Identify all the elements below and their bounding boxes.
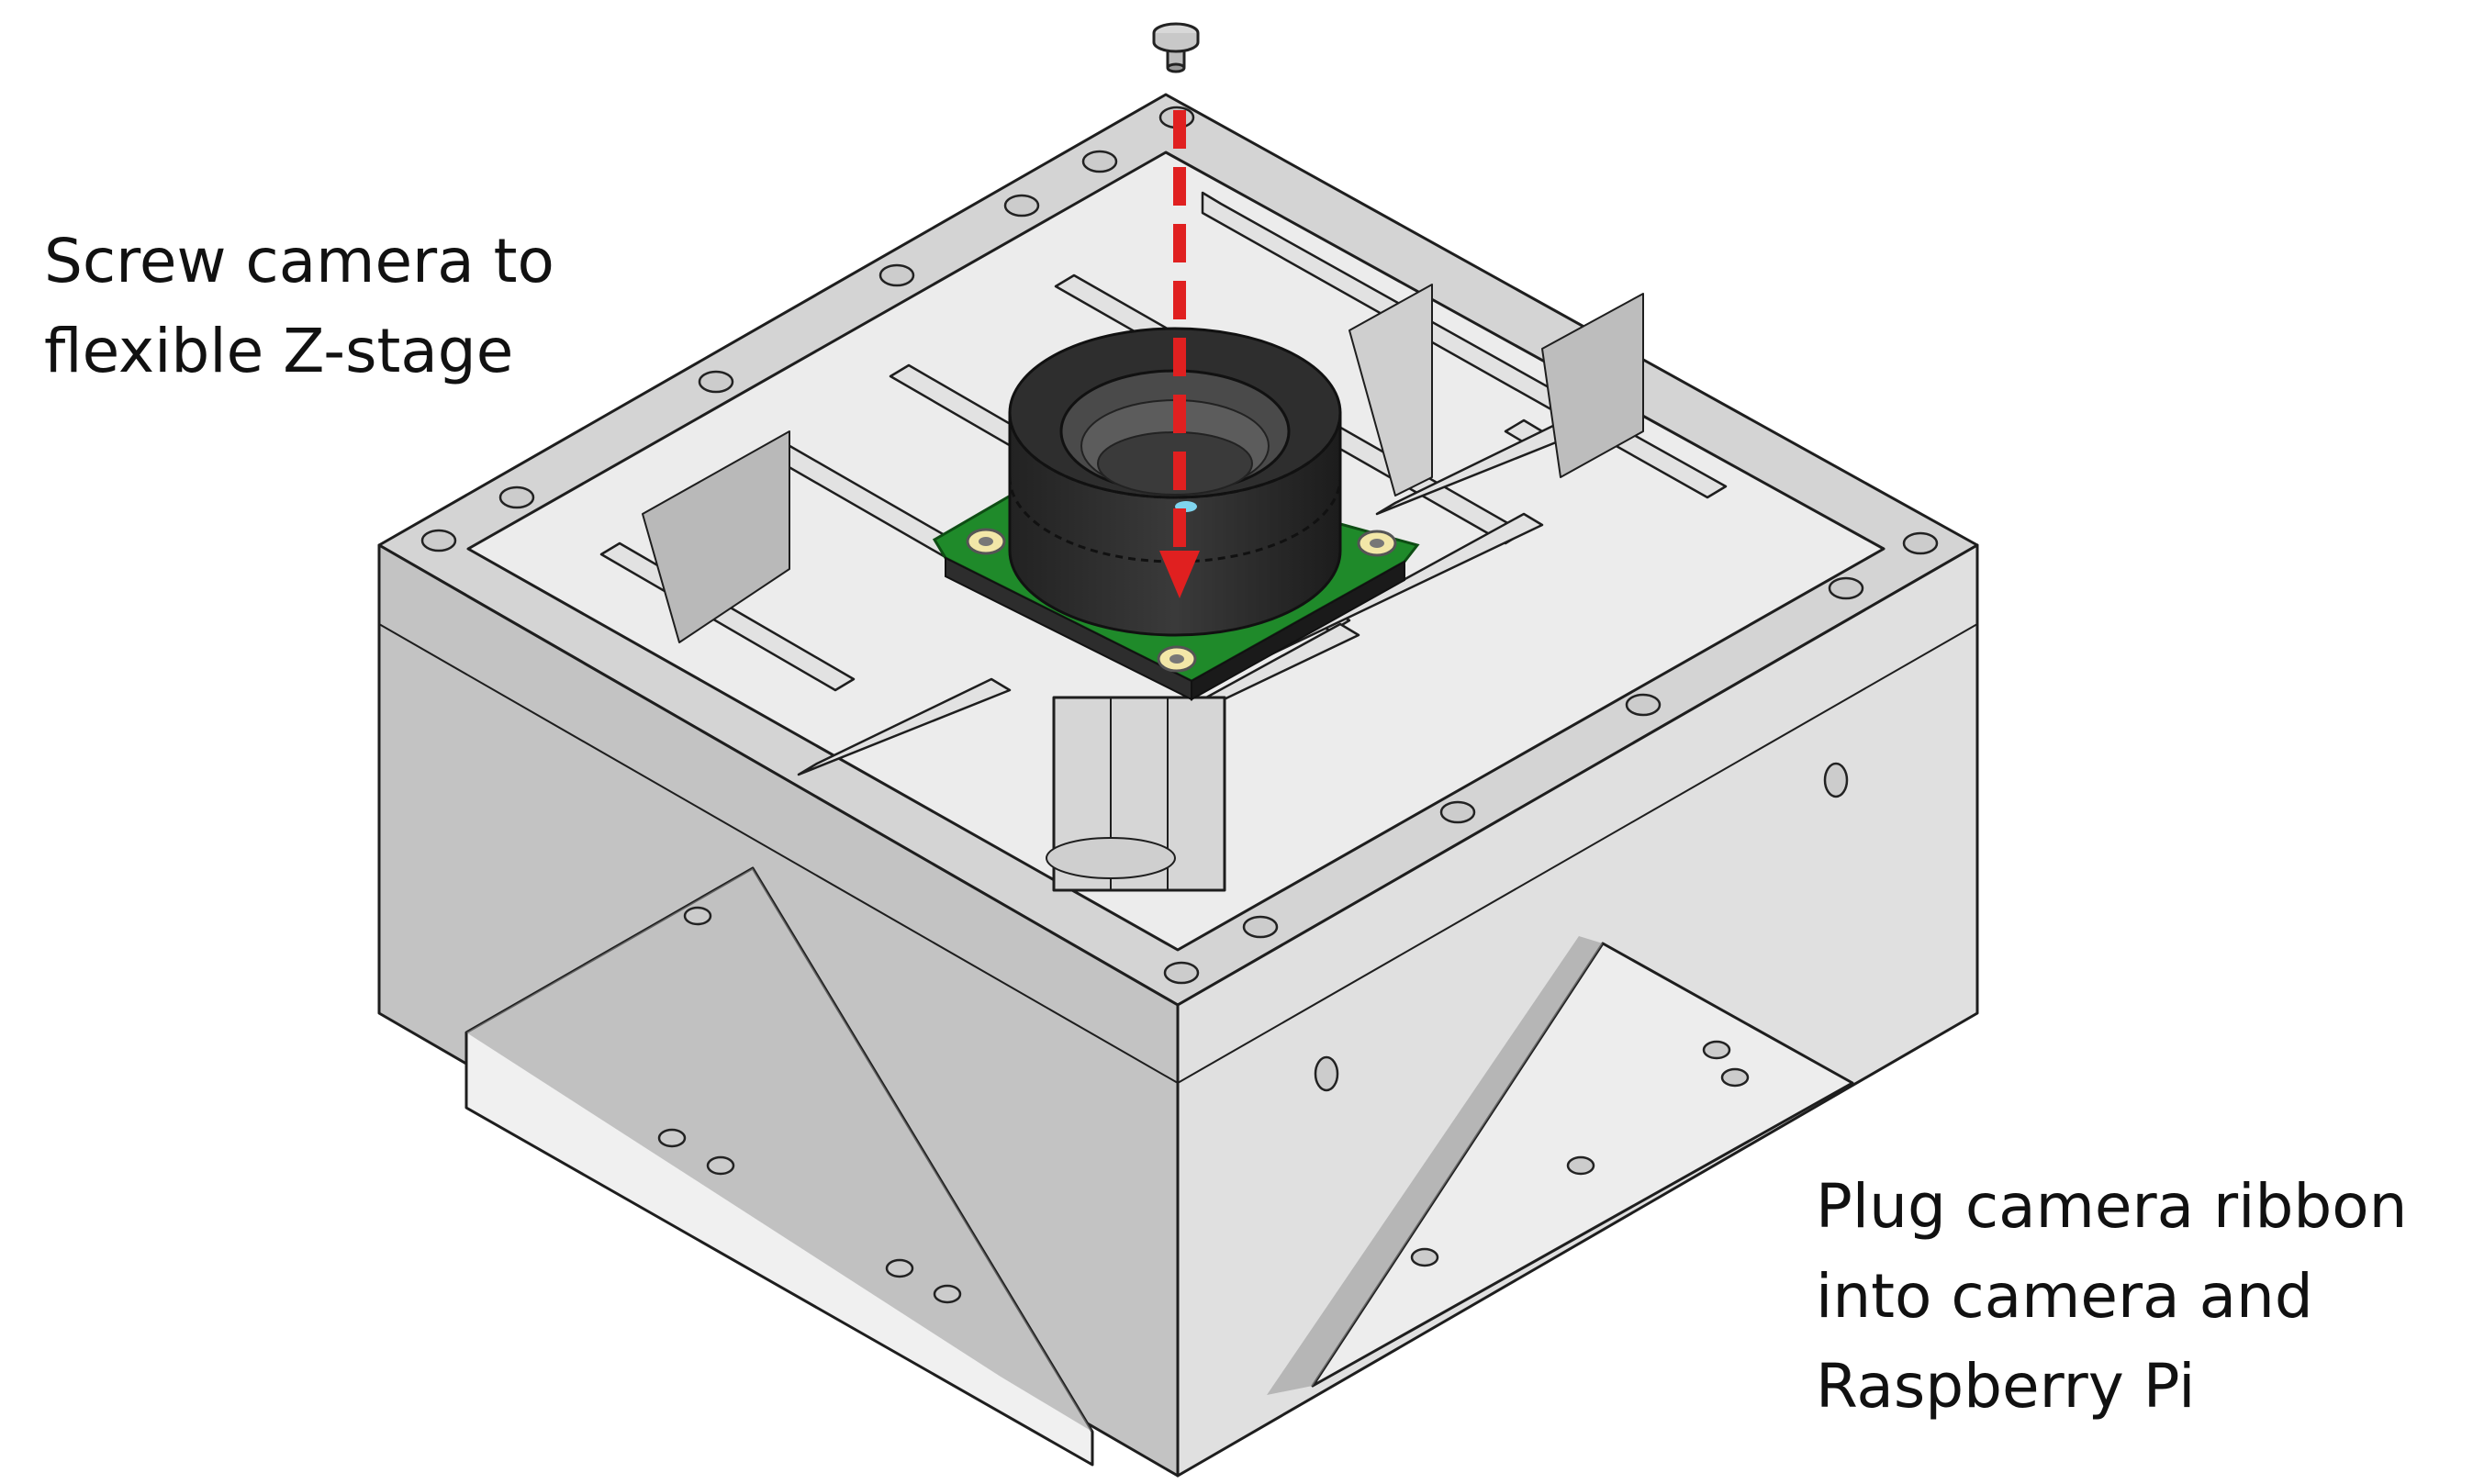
instruction-line: into camera and [1816,1261,2313,1332]
instruction-screw-camera: Screw camera to flexible Z-stage [44,217,554,396]
instruction-line: Raspberry Pi [1816,1351,2196,1422]
instruction-line: Plug camera ribbon [1816,1171,2408,1242]
mounting-holes [420,106,1939,1304]
instruction-line: flexible Z-stage [44,316,514,386]
instruction-plug-ribbon: Plug camera ribbon into camera and Raspb… [1816,1162,2408,1432]
screw-icon [1152,22,1200,73]
instruction-line: Screw camera to [44,226,554,296]
insertion-arrow-icon [1159,110,1200,598]
